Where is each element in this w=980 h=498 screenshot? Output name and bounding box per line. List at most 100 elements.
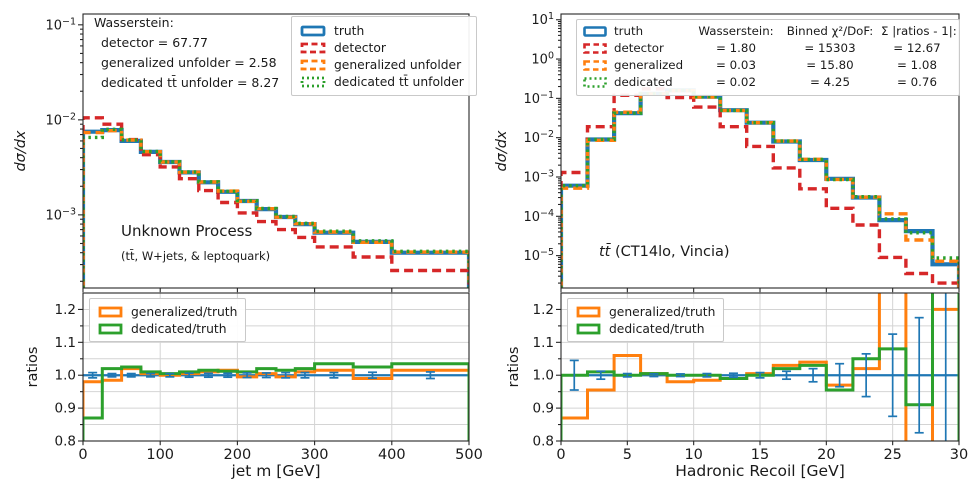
stats-detector: detector = 67.77	[101, 35, 208, 50]
truth-errorbars	[88, 371, 435, 380]
generalized-ratios: = 1.08	[897, 58, 937, 72]
ratio-legend-dedicated: dedicated/truth	[576, 320, 715, 337]
dedicated-ratio-curve	[83, 362, 469, 441]
jet_mass_ratio-panel: 0.8 0.9 1.0 1.1 1.2 0 100 200 300 400 500	[55, 292, 483, 463]
legend-label: truth	[614, 24, 644, 38]
tick-label: 400	[378, 447, 406, 463]
tick-label: 0.8	[55, 434, 76, 450]
detector-ratios: = 12.67	[893, 41, 941, 55]
dedicated-swatch-icon	[583, 77, 607, 88]
stats-generalized: generalized unfolder = 2.58	[101, 55, 277, 70]
axes-spines	[82, 292, 470, 442]
generalized-ratio-curve	[83, 367, 469, 441]
stats-dedicated: dedicated tt̄ unfolder = 8.27	[101, 75, 280, 90]
y-tick-label: 10−3	[523, 168, 554, 185]
y-tick-label: 10−2	[45, 111, 76, 128]
ticks	[556, 308, 960, 446]
header-ratios: Σ |ratios - 1|:	[881, 24, 957, 38]
dedicated-ratios: = 0.76	[897, 75, 937, 89]
tick-label: 500	[455, 447, 483, 463]
dedicated-chi2: = 4.25	[810, 75, 850, 89]
legend-table-right: truth Wasserstein: Binned χ²/DoF: Σ |rat…	[576, 19, 960, 96]
detector-wasserstein: = 1.80	[716, 41, 756, 55]
ttbar-detail: (CT14lo, Vincia)	[610, 244, 730, 260]
dedicated-swatch-icon	[300, 76, 326, 87]
legend-item-truth: truth	[583, 23, 693, 40]
ttbar-symbol: tt̄	[599, 244, 611, 260]
process-annotation: Unknown Process	[121, 222, 253, 240]
tick-label: 0.9	[55, 401, 76, 417]
legend-item-generalized: generalized unfolder	[300, 56, 468, 73]
legend-label: truth	[334, 23, 365, 38]
detector-chi2: = 15303	[804, 41, 856, 55]
legend-label: dedicated/truth	[131, 321, 227, 336]
process-annotation-detail: (tt̄, W+jets, & leptoquark)	[121, 249, 271, 263]
ttbar-annotation: tt̄ (CT14lo, Vincia)	[599, 244, 730, 260]
legend-item-truth: truth	[300, 22, 468, 39]
ticks	[556, 19, 960, 293]
tick-label: 200	[224, 447, 252, 463]
wasserstein-stats: Wasserstein: detector = 67.77 generalize…	[94, 13, 279, 93]
detector-swatch-icon	[583, 43, 607, 54]
dedicated-curve	[561, 88, 959, 288]
y-tick-label: 10−2	[523, 129, 554, 146]
tick-label: 1.1	[533, 335, 554, 351]
legend-label: generalized	[614, 58, 684, 72]
legend-main-left: truth detector generalized unfolder dedi…	[291, 16, 477, 96]
ticks	[78, 308, 470, 446]
ticks	[78, 24, 470, 293]
x-axis-label-right: Hadronic Recoil [GeV]	[675, 462, 845, 480]
header-wasserstein: Wasserstein:	[698, 24, 774, 38]
curves	[561, 87, 959, 288]
y-axis-label-right-ratio: ratios	[506, 346, 522, 388]
dedicated-wasserstein: = 0.02	[716, 75, 756, 89]
ratio-legend-dedicated: dedicated/truth	[98, 320, 237, 337]
ratio-legend-generalized: generalized/truth	[576, 303, 715, 320]
y-tick-label: 10−4	[523, 208, 554, 225]
generalized-swatch-icon	[583, 60, 607, 71]
tick-label: 1.2	[55, 302, 76, 318]
legend-label: dedicated tt̄ unfolder	[334, 74, 464, 89]
y-axis-label-left-main: dσ/dx	[13, 130, 29, 172]
detector-curve	[561, 87, 959, 288]
axes-spines	[82, 13, 470, 289]
dedicated-ratio-curve	[561, 293, 959, 441]
tick-label: 0.8	[533, 434, 554, 450]
tick-label: 100	[146, 447, 174, 463]
tick-label: 30	[950, 447, 968, 463]
tick-label: 1.0	[55, 368, 76, 384]
legend-label: dedicated/truth	[609, 321, 705, 336]
y-tick-label: 10−3	[45, 206, 76, 223]
legend-label: detector	[334, 40, 386, 55]
ratio-legend-generalized: generalized/truth	[98, 303, 237, 320]
tick-label: 0	[556, 447, 565, 463]
y-tick-label: 10−1	[523, 90, 554, 107]
tick-label: 10	[684, 447, 702, 463]
truth-swatch-icon	[300, 25, 326, 36]
jet_mass_main-panel: 10−1 10−2 10−3	[45, 13, 470, 293]
legend-ratio-left: generalized/truth dedicated/truth	[89, 298, 247, 342]
tick-label: 25	[883, 447, 901, 463]
truth-swatch-icon	[583, 26, 607, 37]
y-axis-label-left-ratio: ratios	[25, 346, 41, 388]
tick-label: 15	[751, 447, 769, 463]
recoil_main-panel: 101 100 10−1 10−2 10−3 10−4 10−5	[523, 11, 960, 293]
legend-label: detector	[614, 41, 664, 55]
tick-label: 1.2	[533, 302, 554, 318]
x-axis-label-left: jet m [GeV]	[231, 462, 321, 480]
y-axis-label-right-main: dσ/dx	[494, 130, 510, 172]
generalized-chi2: = 15.80	[806, 58, 854, 72]
y-tick-label: 100	[531, 51, 554, 68]
tick-label: 0.9	[533, 401, 554, 417]
curves	[83, 116, 469, 288]
legend-label: dedicated	[614, 75, 673, 89]
generalized-ratio-swatch-icon	[576, 306, 601, 317]
legend-label: generalized/truth	[609, 304, 716, 319]
generalized-curve	[83, 129, 469, 288]
tick-label: 20	[817, 447, 835, 463]
legend-item-detector: detector	[300, 39, 468, 56]
y-tick-label: 101	[531, 11, 554, 28]
dedicated-ratio-swatch-icon	[98, 323, 123, 334]
